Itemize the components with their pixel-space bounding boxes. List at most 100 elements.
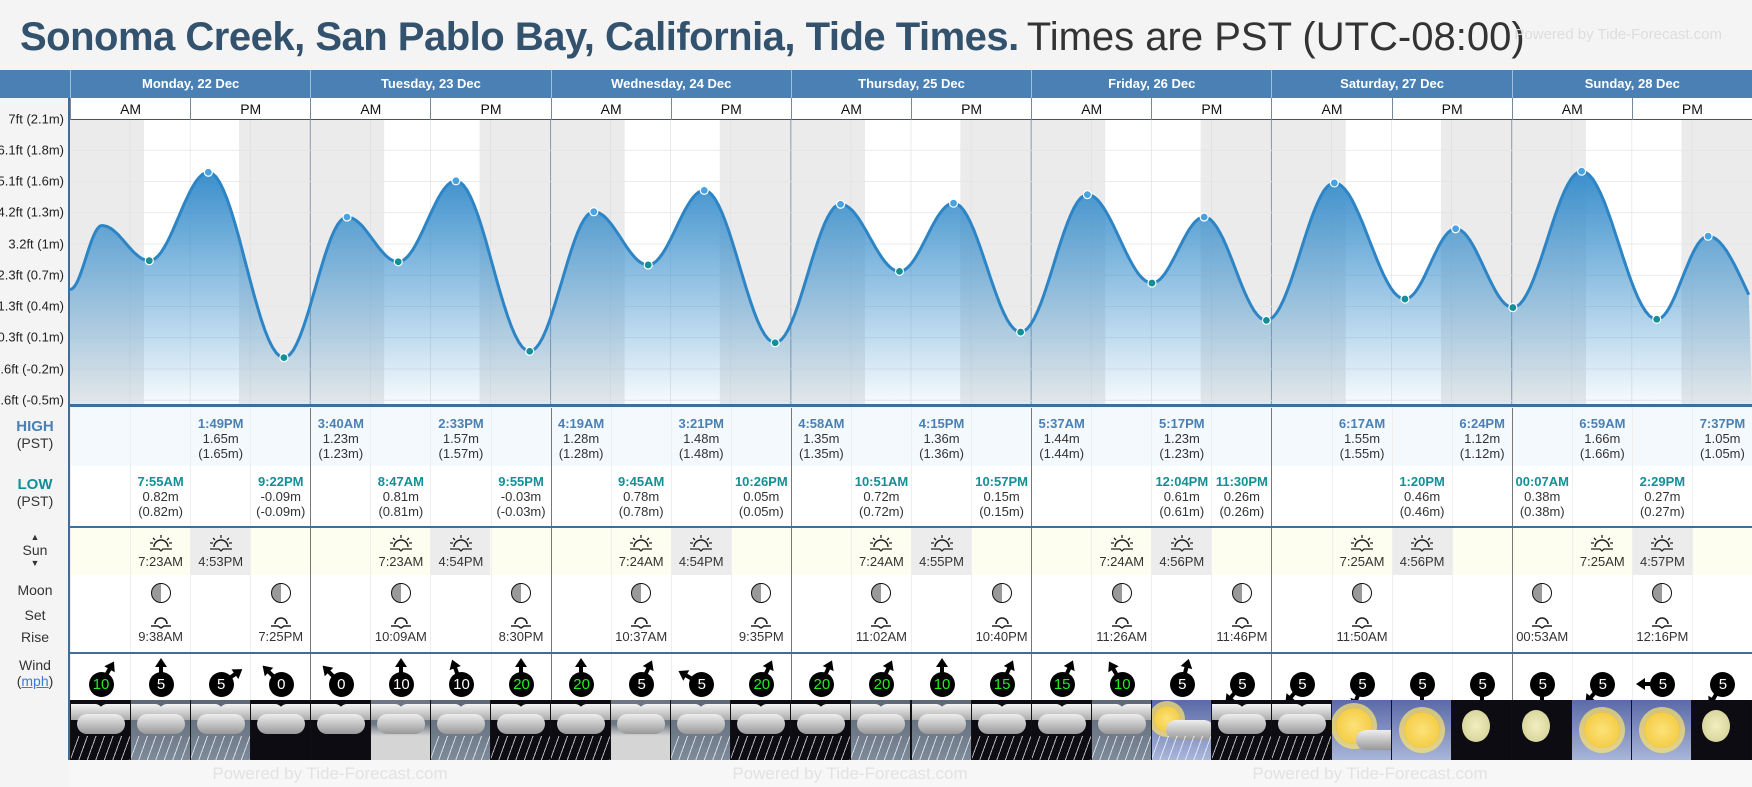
high-tide-height-alt: (1.44m): [1039, 446, 1085, 461]
sun-cell: [550, 528, 611, 575]
high-tide-height: 1.28m: [563, 431, 600, 446]
rain-night-weather-icon: [70, 700, 130, 760]
high-tide-time: 2:33PM: [438, 416, 484, 431]
high-tide-height-alt: (1.23m): [318, 446, 364, 461]
low-tide-height-alt: (0.26m): [1219, 504, 1265, 519]
low-tide-height-alt: (-0.09m): [256, 504, 306, 519]
high-tide-time: 5:37AM: [1038, 416, 1085, 431]
high-tide-marker: [1451, 224, 1461, 234]
low-tide-time: 00:07AM: [1515, 474, 1569, 489]
row-label: ▲ Sun ▼: [0, 532, 70, 568]
high-tide-time: 3:21PM: [678, 416, 724, 431]
wind-cell: 10: [911, 654, 971, 700]
moon-cell: [310, 575, 370, 652]
pst-label: (PST): [16, 435, 54, 451]
sunset-time: 4:56PM: [1399, 554, 1445, 569]
moon-cell: [670, 575, 731, 652]
y-axis-label: 7ft (2.1m): [8, 111, 64, 126]
high-tide-cell: 4:15PM 1.36m (1.36m): [911, 408, 971, 466]
high-tide-marker: [203, 167, 213, 177]
wind-icon: 5: [1464, 658, 1500, 698]
high-tide-marker: [1703, 231, 1713, 241]
wind-speed: 10: [448, 672, 474, 697]
timezone-note: Times are PST (UTC-08:00): [1026, 15, 1525, 59]
high-tide-time: 7:37PM: [1699, 416, 1746, 431]
sunset-time: 4:55PM: [919, 554, 964, 569]
wind-cell: 5: [1691, 654, 1752, 700]
high-tide-height-alt: (1.28m): [558, 446, 604, 461]
moon-phase-icon: [1352, 583, 1373, 603]
am-label: AM: [1511, 98, 1632, 120]
moon-event-time: 7:25PM: [258, 629, 304, 644]
am-pm-row: AM PM AM PM AM PM AM PM AM PM AM PM AM PM: [70, 98, 1752, 120]
moon-event-time: 00:53AM: [1516, 629, 1569, 644]
low-tide-cell: [1691, 466, 1752, 526]
low-tide-cell: [430, 466, 490, 526]
sun-cell: [1451, 528, 1512, 575]
wind-cell: 10: [430, 654, 490, 700]
sun-cell: 7:24AM: [1091, 528, 1151, 575]
moon-set-icon: [131, 613, 190, 629]
sunrise-icon: [852, 534, 911, 552]
high-tide-cell: 3:40AM 1.23m (1.23m): [310, 408, 370, 466]
moon-rise-label: Rise: [20, 629, 49, 645]
low-tide-height: 0.26m: [1223, 489, 1260, 504]
moon-cell: [1031, 575, 1091, 652]
sunset-icon: [431, 534, 490, 552]
row-label-column: 7ft (2.1m) 6.1ft (1.8m) 5.1ft (1.6m) 4.2ft …: [0, 98, 70, 760]
wind-speed: 15: [989, 672, 1015, 697]
moon-set-icon: [371, 613, 430, 629]
high-tide-time: 6:17AM: [1338, 416, 1386, 431]
sunrise-time: 7:24AM: [1099, 554, 1145, 569]
low-tide-cell: [550, 466, 611, 526]
high-tide-cell: [971, 408, 1031, 466]
sun-row: 7:23AM 4:53PM 7:23AM 4:54PM 7:24AM 4:54PM 7:24…: [70, 526, 1752, 575]
low-tide-height-alt: (0.05m): [738, 504, 784, 519]
wind-speed: 5: [148, 672, 174, 697]
low-tide-height: 0.82m: [142, 489, 179, 504]
sunset-time: 4:53PM: [198, 554, 244, 569]
cloudy-night-weather-icon: [250, 700, 310, 760]
sun-cell: 7:23AM: [370, 528, 430, 575]
pm-label: PM: [430, 98, 550, 120]
high-tide-height: 1.66m: [1584, 431, 1621, 446]
moon-event-time: 11:50AM: [1336, 629, 1388, 644]
high-tide-time: 1:49PM: [197, 416, 244, 431]
low-tide-row: 7:55AM 0.82m (0.82m) 9:22PM -0.09m (-0.09m) 8:…: [70, 466, 1752, 526]
low-tide-cell: 2:29PM 0.27m (0.27m): [1631, 466, 1692, 526]
high-tide-marker: [589, 207, 599, 217]
moon-phase-icon: [751, 583, 772, 603]
high-tide-cell: [730, 408, 791, 466]
wind-units-link[interactable]: mph: [21, 673, 49, 689]
sunrise-icon: [131, 534, 190, 552]
moon-event-time: 11:02AM: [855, 629, 907, 644]
y-axis-label: 0.3ft (0.1m): [0, 329, 64, 345]
low-tide-cell: 8:47AM 0.81m (0.81m): [370, 466, 430, 526]
low-tide-height: 0.72m: [863, 489, 900, 504]
wind-cell: 5: [1511, 654, 1572, 700]
wind-icon: 5: [1704, 658, 1740, 698]
wind-direction-arrow-icon: [924, 658, 960, 698]
high-tide-cell: 2:33PM 1.57m (1.57m): [430, 408, 490, 466]
low-tide-marker: [894, 266, 905, 276]
wind-speed: 5: [689, 672, 715, 697]
moon-night-weather-icon: [1452, 700, 1512, 760]
low-tide-height: 0.46m: [1404, 489, 1441, 504]
low-tide-height-alt: (-0.03m): [496, 504, 546, 519]
wind-cell: 5: [130, 654, 190, 700]
rain-grey-weather-icon: [911, 700, 971, 760]
sun-cell: 7:23AM: [130, 528, 190, 575]
high-label: HIGH: [16, 418, 54, 435]
high-tide-marker: [699, 185, 709, 195]
wind-icon: 5: [1284, 658, 1320, 698]
wind-icon: 5: [1584, 658, 1620, 698]
moon-set-icon: [1633, 613, 1692, 629]
day-header: Thursday, 25 Dec: [790, 70, 1031, 98]
moon-rise-icon: [732, 613, 791, 629]
am-label: AM: [310, 98, 430, 120]
wind-direction-arrow-icon: [563, 658, 599, 698]
wind-speed: 10: [88, 672, 114, 697]
low-tide-time: 9:45AM: [618, 474, 665, 489]
wind-direction-arrow-icon: [143, 658, 179, 698]
location-title: Sonoma Creek, San Pablo Bay, California,…: [20, 15, 1019, 59]
